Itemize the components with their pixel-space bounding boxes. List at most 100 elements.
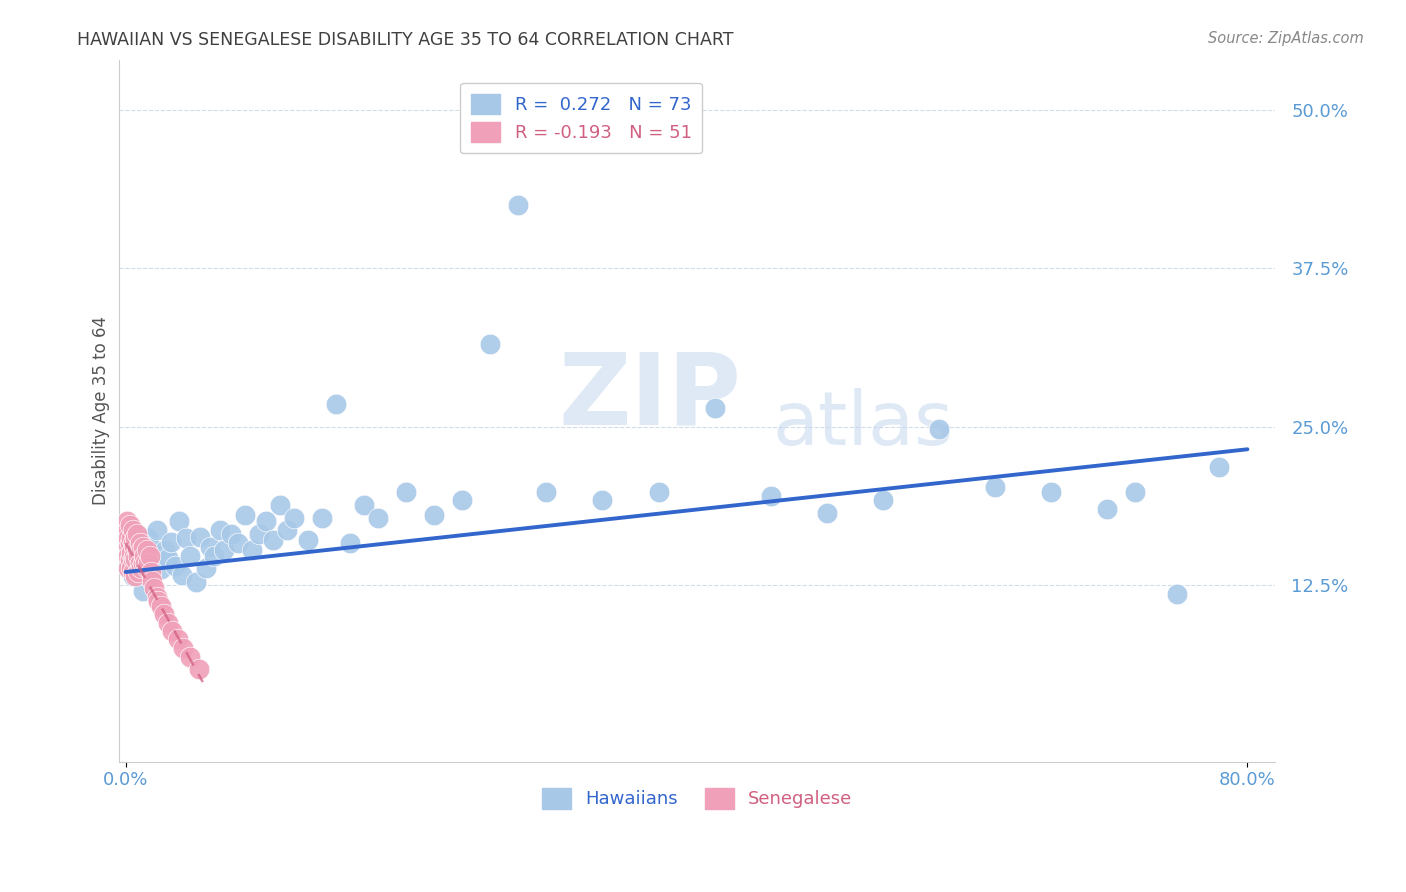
Point [129,543,152,558]
Point [156,615,179,630]
Point [122,540,145,554]
Point [212,543,235,558]
Point [136,531,159,545]
Point [128,543,150,558]
Point [247,527,270,541]
Point [118,536,141,550]
Point [423,508,446,522]
Point [138,549,160,563]
Point [117,523,139,537]
Point [508,198,530,212]
Point [121,569,143,583]
Point [115,527,138,541]
Point [353,498,375,512]
Point [118,518,141,533]
Point [395,485,418,500]
Point [153,543,176,558]
Point [129,552,152,566]
Point [120,531,142,545]
Point [115,536,138,550]
Point [117,531,139,545]
Point [163,558,186,573]
Point [219,527,242,541]
Point [174,531,197,545]
Point [142,555,165,569]
Point [118,564,141,578]
Point [1040,485,1063,500]
Point [128,536,150,550]
Point [122,549,145,563]
Point [139,565,162,579]
Point [1208,460,1230,475]
Point [170,567,193,582]
Point [118,537,141,551]
Text: ZIP: ZIP [558,348,741,445]
Point [202,549,225,563]
Point [240,543,263,558]
Point [283,510,305,524]
Point [131,540,153,554]
Point [135,549,157,563]
Point [1166,586,1188,600]
Point [179,649,201,664]
Point [984,480,1007,494]
Legend: Hawaiians, Senegalese: Hawaiians, Senegalese [534,780,859,816]
Point [134,567,156,582]
Point [297,533,319,548]
Point [152,607,174,621]
Text: Source: ZipAtlas.com: Source: ZipAtlas.com [1208,31,1364,46]
Point [138,558,160,573]
Point [276,523,298,537]
Point [125,527,148,541]
Point [128,556,150,570]
Point [591,492,613,507]
Point [872,492,894,507]
Point [187,662,209,676]
Point [127,549,149,563]
Point [254,515,277,529]
Point [121,536,143,550]
Point [269,498,291,512]
Point [146,594,169,608]
Point [479,337,502,351]
Point [226,536,249,550]
Point [233,508,256,522]
Point [120,549,142,563]
Point [124,531,146,545]
Point [703,401,725,415]
Point [179,549,201,563]
Point [115,546,138,560]
Point [339,536,361,550]
Point [1095,501,1118,516]
Point [188,530,211,544]
Point [132,549,155,563]
Point [928,422,950,436]
Point [325,397,347,411]
Point [184,575,207,590]
Point [145,591,167,605]
Point [172,640,194,655]
Point [149,562,172,576]
Point [117,555,139,569]
Point [124,556,146,570]
Point [121,552,143,566]
Point [127,561,149,575]
Point [125,527,148,541]
Point [124,569,146,583]
Point [136,556,159,570]
Point [131,584,153,599]
Point [121,523,143,537]
Point [115,515,138,529]
Point [159,534,181,549]
Point [149,599,172,614]
Point [132,536,155,550]
Point [815,506,838,520]
Point [367,510,389,524]
Point [198,540,221,554]
Point [134,556,156,570]
Text: HAWAIIAN VS SENEGALESE DISABILITY AGE 35 TO 64 CORRELATION CHART: HAWAIIAN VS SENEGALESE DISABILITY AGE 35… [77,31,734,49]
Point [139,540,162,554]
Point [536,485,558,500]
Point [125,543,148,558]
Point [122,540,145,554]
